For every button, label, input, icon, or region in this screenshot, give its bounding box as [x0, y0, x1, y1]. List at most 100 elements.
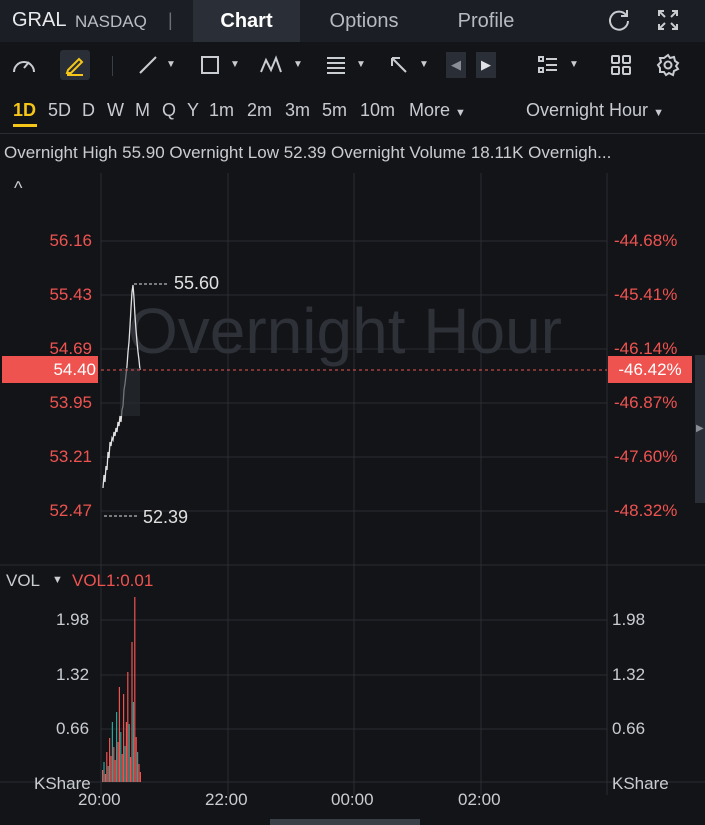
horizontal-scrollbar[interactable]: [270, 819, 420, 825]
tab-chart[interactable]: Chart: [193, 0, 300, 42]
percent-label: -46.87%: [614, 393, 678, 412]
tab-options[interactable]: Options: [329, 10, 399, 32]
price-shade: [120, 368, 140, 416]
top-bar: [0, 0, 705, 42]
fib-tool-icon[interactable]: [321, 50, 351, 80]
grid-icon[interactable]: [606, 50, 636, 80]
chevron-up-icon[interactable]: ^: [14, 178, 23, 198]
interval-2m[interactable]: 2m: [247, 100, 273, 120]
volume-bar: [106, 752, 108, 782]
volume-unit: KShare: [34, 774, 91, 793]
chevron-down-icon[interactable]: ▼: [293, 59, 303, 70]
session-selector[interactable]: Overnight Hour ▼: [526, 100, 664, 121]
volume-bar: [134, 597, 136, 782]
section-divider: [0, 133, 705, 134]
price-label: 53.95: [49, 393, 92, 412]
chart-canvas[interactable]: Overnight Hour 55.60 52.39: [0, 170, 705, 825]
side-panel-handle[interactable]: [695, 355, 705, 503]
interval-q[interactable]: Q: [162, 100, 177, 120]
chevron-down-icon[interactable]: ▼: [653, 107, 664, 119]
interval-more[interactable]: More ▼: [409, 100, 466, 121]
fullscreen-icon[interactable]: [656, 8, 680, 37]
refresh-icon[interactable]: [606, 8, 632, 39]
volume-bar: [110, 756, 112, 782]
arrow-tool-icon[interactable]: [384, 50, 414, 80]
volume-bar: [116, 712, 118, 782]
interval-y[interactable]: Y: [187, 100, 200, 120]
pattern-tool-icon[interactable]: [257, 50, 287, 80]
current-percent-badge: -46.42%: [608, 356, 692, 383]
volume-label: 1.98: [612, 610, 646, 629]
chevron-down-icon[interactable]: ▼: [455, 107, 466, 119]
tab-profile[interactable]: Profile: [457, 10, 515, 32]
volume-bar: [117, 742, 119, 782]
interval-m[interactable]: M: [135, 100, 150, 120]
volume-bar: [114, 760, 116, 782]
percent-label: -48.32%: [614, 501, 678, 520]
prev-icon[interactable]: ◀: [446, 52, 466, 78]
time-label: 22:00: [205, 790, 248, 809]
drawing-toolbar: [0, 42, 705, 88]
volume-bar: [104, 774, 106, 782]
chevron-down-icon[interactable]: ▼: [569, 59, 579, 70]
interval-w[interactable]: W: [107, 100, 124, 120]
volume-label: 1.32: [612, 665, 646, 684]
volume-bar: [132, 702, 134, 782]
speedometer-icon[interactable]: [9, 50, 39, 80]
chevron-down-icon[interactable]: ▼: [52, 574, 63, 586]
exchange-label: NASDAQ: [75, 12, 147, 31]
volume-label: 1.32: [56, 665, 90, 684]
interval-10m[interactable]: 10m: [360, 100, 396, 120]
toolbar-divider: [112, 56, 113, 76]
percent-label: -47.60%: [614, 447, 678, 466]
chevron-down-icon[interactable]: ▼: [419, 59, 429, 70]
line-tool-icon[interactable]: [133, 50, 163, 80]
volume-bar: [124, 746, 126, 782]
time-label: 00:00: [331, 790, 374, 809]
price-label: 56.16: [49, 231, 92, 250]
volume-bar: [107, 766, 109, 782]
interval-d[interactable]: D: [82, 100, 95, 120]
volume-bar: [111, 722, 113, 782]
volume-bar: [130, 757, 132, 782]
more-label[interactable]: More: [409, 100, 451, 120]
volume-bars: [102, 597, 141, 782]
interval-5m[interactable]: 5m: [322, 100, 348, 120]
volume-bar: [103, 762, 105, 782]
list-icon[interactable]: [533, 50, 563, 80]
volume-bar: [138, 764, 140, 782]
percent-label: -45.41%: [614, 285, 678, 304]
volume-bar: [102, 770, 104, 782]
ticker-symbol: GRAL: [12, 9, 67, 31]
active-interval-underline: [13, 124, 37, 127]
price-label: 54.69: [49, 339, 92, 358]
chevron-down-icon[interactable]: ▼: [166, 59, 176, 70]
chevron-right-icon[interactable]: ▶: [696, 423, 704, 434]
interval-1m[interactable]: 1m: [209, 100, 235, 120]
volume-label: 0.66: [612, 719, 646, 738]
session-label[interactable]: Overnight Hour: [526, 100, 649, 120]
volume-title[interactable]: VOL: [6, 571, 41, 590]
pencil-icon[interactable]: [60, 50, 90, 80]
volume-bar: [137, 752, 139, 782]
current-price-badge: 54.40: [2, 356, 98, 383]
watermark: Overnight Hour: [128, 295, 562, 367]
volume-bar: [121, 754, 123, 782]
interval-3m[interactable]: 3m: [285, 100, 311, 120]
chevron-down-icon[interactable]: ▼: [230, 59, 240, 70]
rectangle-tool-icon[interactable]: [195, 50, 225, 80]
volume-bar: [109, 738, 111, 782]
volume-bar: [139, 772, 141, 782]
volume-bar: [118, 687, 120, 782]
volume-bar: [135, 737, 137, 782]
overnight-summary: Overnight High 55.90 Overnight Low 52.39…: [4, 143, 612, 162]
interval-1d[interactable]: 1D: [13, 100, 37, 120]
price-label: 53.21: [49, 447, 92, 466]
settings-icon[interactable]: [653, 50, 683, 80]
interval-5d[interactable]: 5D: [48, 100, 72, 120]
volume-bar: [127, 672, 129, 782]
low-marker-label: 52.39: [143, 507, 188, 527]
time-label: 02:00: [458, 790, 501, 809]
next-icon[interactable]: ▶: [476, 52, 496, 78]
chevron-down-icon[interactable]: ▼: [356, 59, 366, 70]
